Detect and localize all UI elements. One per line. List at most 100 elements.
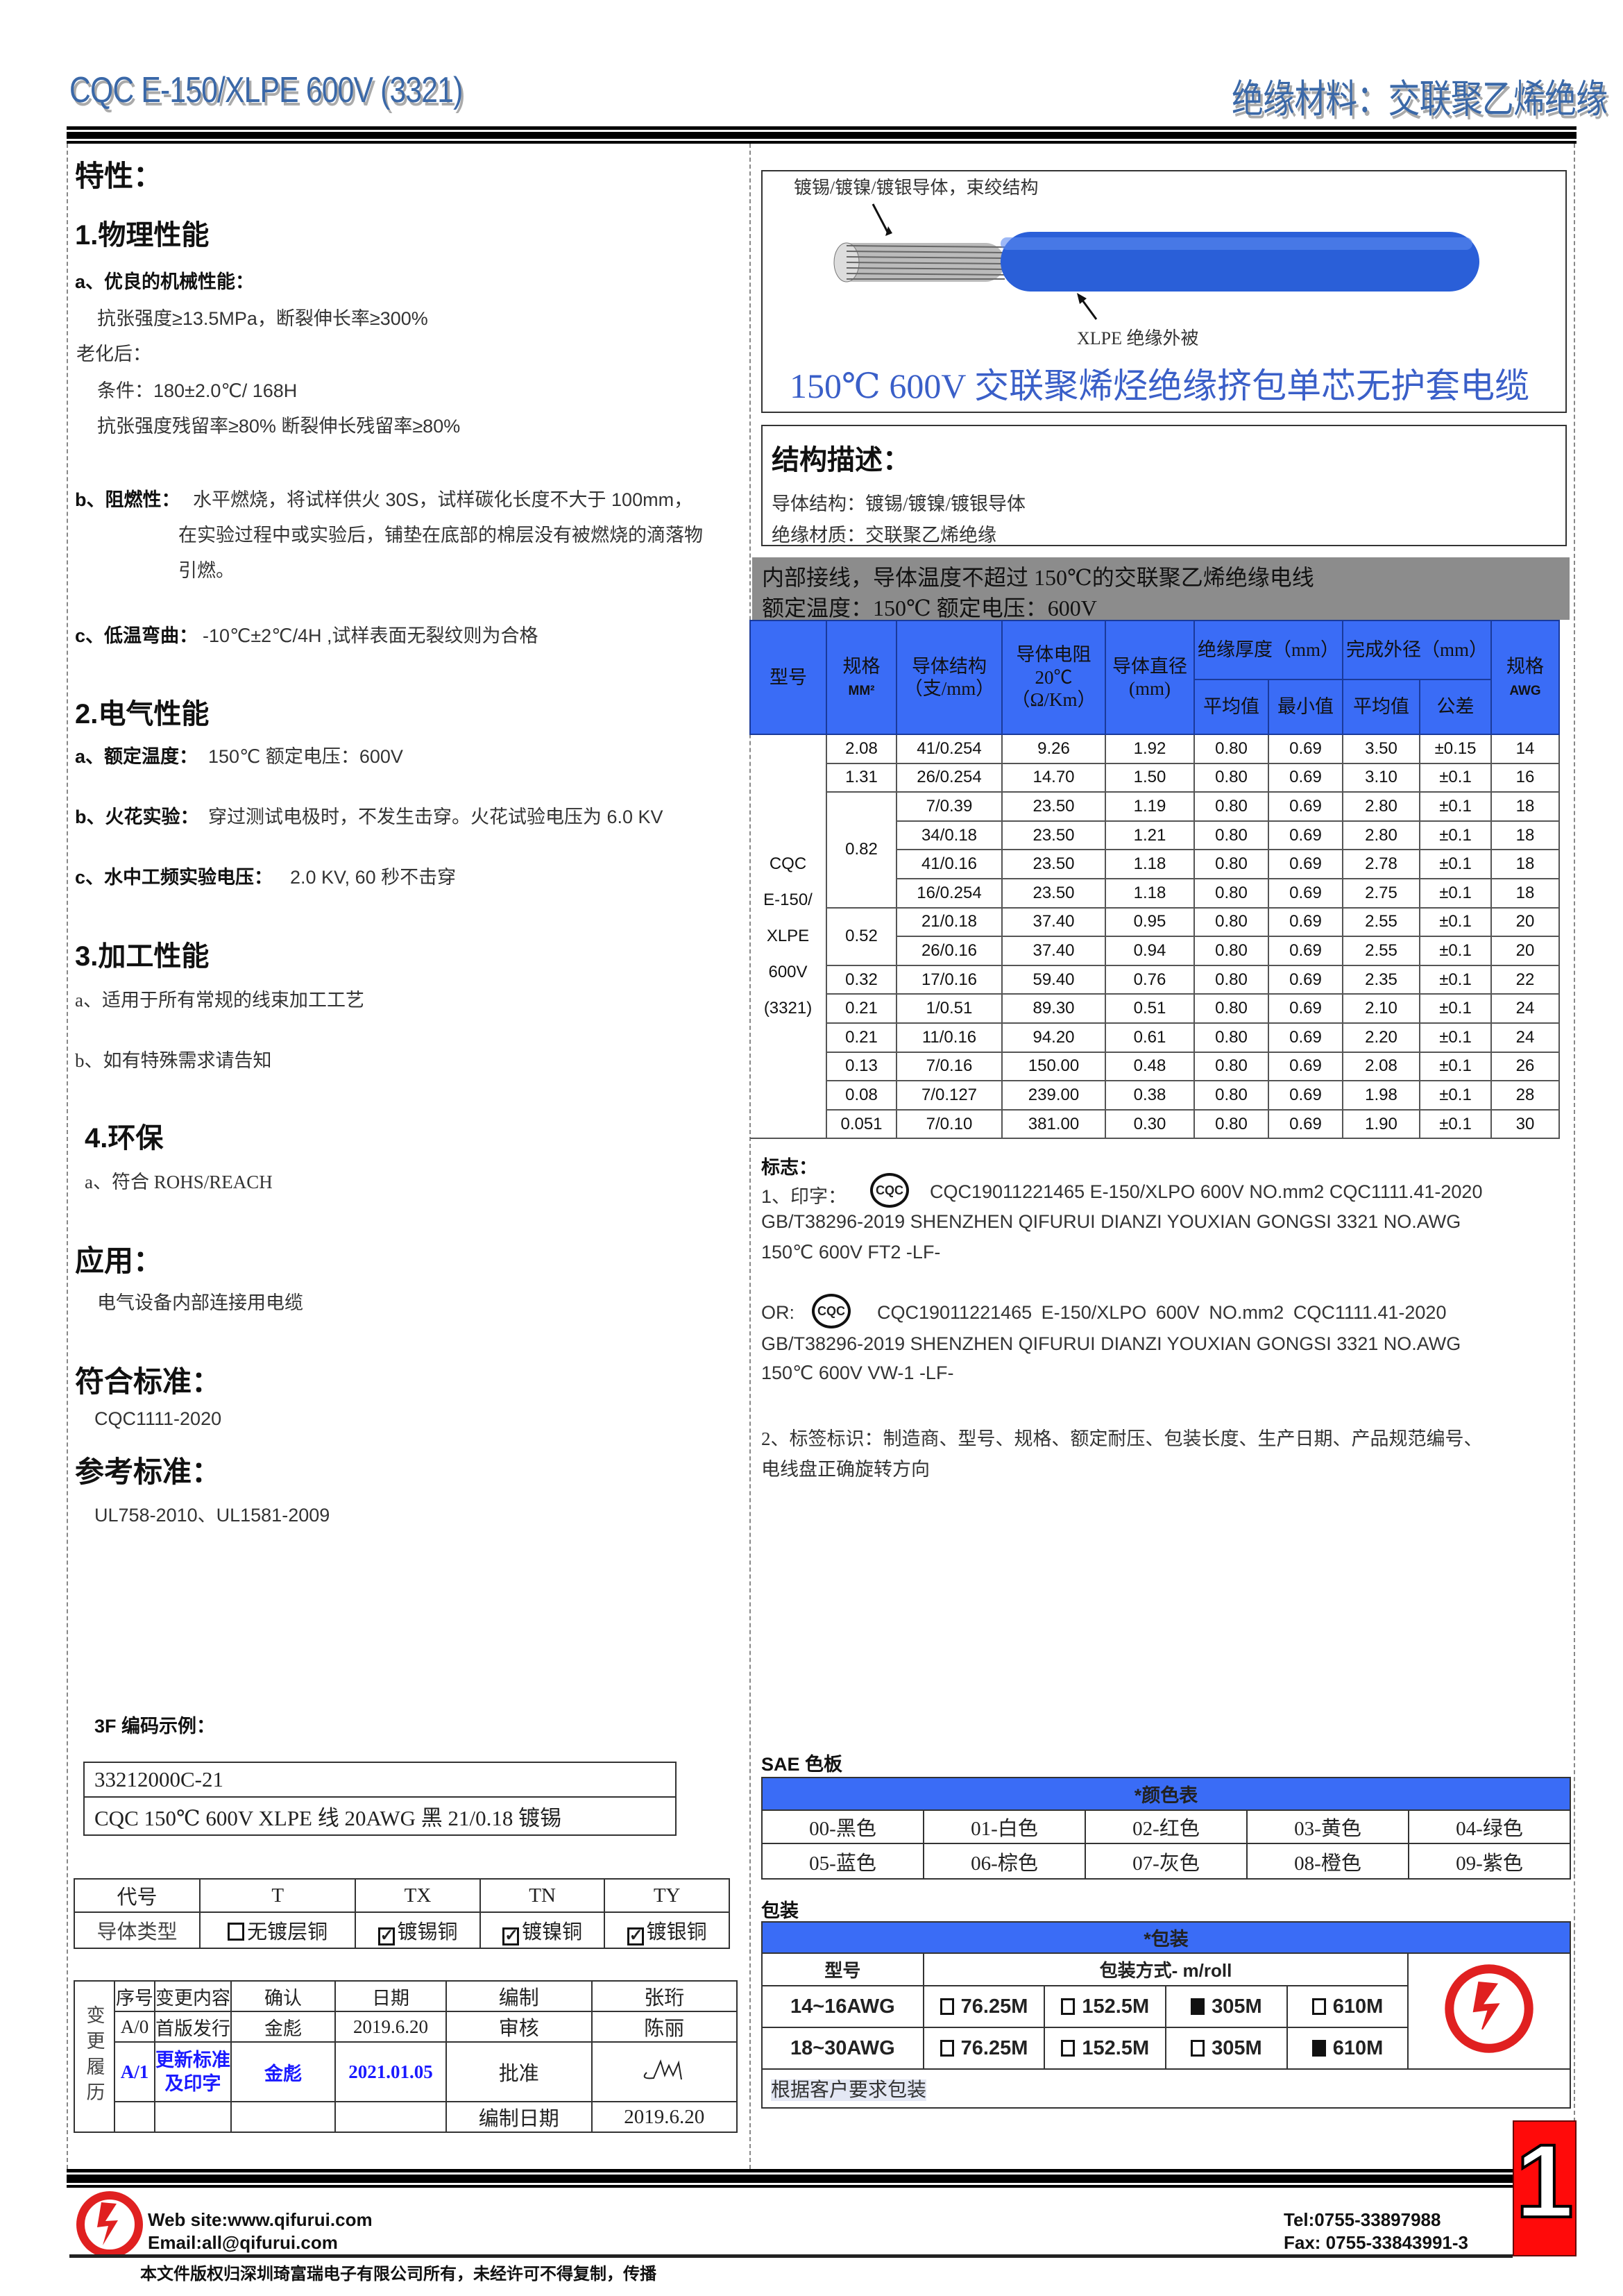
packing-option-label: 305M	[1212, 1995, 1262, 2018]
spec-cell: ±0.1	[1419, 1109, 1492, 1140]
spec-cell: ±0.1	[1419, 850, 1492, 879]
spec-cell: 0.80	[1193, 820, 1268, 851]
cold-label: c、低温弯曲：	[75, 625, 198, 646]
packing-option-label: 76.25M	[960, 2036, 1028, 2059]
spec-cell: 17/0.16	[896, 965, 1002, 995]
spec-row: 0.051 7/0.10 381.00 0.30 0.80 0.69 1.90 ±0.1 30	[750, 1109, 1561, 1140]
packing-note-cell: 根据客户要求包装	[761, 2068, 1571, 2109]
ref-text: UL758-2010、UL1581-2009	[94, 1505, 330, 1526]
packing-option[interactable]: 76.25M	[922, 2027, 1046, 2070]
th-ins-min: 最小值	[1267, 679, 1344, 735]
spec-cell: 41/0.254	[896, 734, 1002, 764]
spec-cell: 22	[1490, 965, 1561, 995]
conductor-type-1: ✓ 镀锡铜	[355, 1911, 481, 1949]
label-text-2: 电线盘正确旋转方向	[761, 1459, 930, 1480]
proc-title: 3.加工性能	[75, 941, 210, 972]
cold-text: -10℃±2℃/4H ,试样表面无裂纹则为合格	[203, 625, 538, 646]
spec-row: 0.52 21/0.18 37.40 0.95 0.80 0.69 2.55 ±0.1 20	[750, 907, 1561, 966]
packing-option[interactable]: 610M	[1286, 2027, 1409, 2070]
spec-cell: 7/0.16	[896, 1052, 1002, 1082]
footer-rule-thick	[67, 2175, 1513, 2183]
spec-cell: 0.69	[1267, 1052, 1343, 1082]
packing-col-model: 型号	[761, 1952, 924, 1986]
proc-b: b、如有特殊需求请告知	[75, 1050, 272, 1071]
history-row: 编制日期 2019.6.20	[74, 2101, 738, 2133]
conductor-type-label: 无镀层铜	[247, 1921, 328, 1943]
rated-label: a、额定温度：	[75, 746, 198, 767]
spec-cell: 2.55	[1342, 936, 1420, 966]
size-cell: 1.31	[826, 763, 897, 793]
footer-website[interactable]: Web site:www.qifurui.com	[148, 2209, 373, 2230]
model-line: CQC	[769, 854, 807, 874]
packing-option-label: 152.5M	[1082, 2036, 1150, 2059]
header-rule-thick	[67, 132, 1577, 139]
packing-option[interactable]: 610M	[1286, 1985, 1409, 2028]
spec-cell: 20	[1490, 907, 1561, 938]
packing-option-label: 610M	[1332, 2036, 1384, 2059]
spec-cell: 37.40	[1001, 907, 1105, 938]
size-cell: 0.32	[826, 965, 897, 995]
history-cell	[154, 2101, 232, 2133]
packing-option[interactable]: 152.5M	[1044, 2027, 1167, 2070]
marking-1-line-1: CQC19011221465 E-150/XLPO 600V NO.mm2 CQ…	[930, 1181, 1483, 1202]
packing-table: *包装 型号 包装方式- m/roll 14~16AWG 76.25M 152.5M…	[761, 1921, 1571, 2109]
packing-option[interactable]: 305M	[1165, 2027, 1288, 2070]
packing-title: 包装	[761, 1900, 799, 1921]
history-cell: A/0	[114, 2011, 155, 2043]
spec-table: 型号 规格 MM² 导体结构（支/mm） 导体电阻 20℃ （Ω/Km） 导体直径…	[749, 620, 1561, 1140]
spec-cell: 381.00	[1001, 1109, 1105, 1140]
color-item: 01-白色	[923, 1809, 1086, 1844]
header-rule	[67, 126, 1577, 130]
spec-cell: 18	[1490, 878, 1561, 909]
spec-cell: 0.69	[1267, 1081, 1343, 1111]
conductor-type-label: 导体类型	[73, 1911, 201, 1949]
column-divider	[749, 144, 751, 2169]
spec-row: 34/0.18 23.50 1.21 0.80 0.69 2.80 ±0.1 18	[750, 820, 1561, 851]
spec-cell: 0.69	[1267, 850, 1343, 879]
spec-cell: 1.98	[1342, 1081, 1420, 1111]
size-cell: 0.08	[826, 1081, 897, 1111]
spec-cell: 7/0.127	[896, 1081, 1002, 1111]
water-text: 2.0 KV, 60 秒不击穿	[290, 867, 457, 888]
packing-option[interactable]: 305M	[1165, 1985, 1288, 2028]
th-resistance: 导体电阻 20℃ （Ω/Km）	[1001, 620, 1106, 735]
physical-title: 1.物理性能	[75, 220, 210, 251]
unchecked-box-icon	[1061, 2039, 1076, 2057]
spec-cell: 0.69	[1267, 994, 1343, 1024]
spec-row: 41/0.16 23.50 1.18 0.80 0.69 2.78 ±0.1 18	[750, 850, 1561, 879]
spec-cell: ±0.1	[1419, 936, 1492, 966]
footer-logo-icon	[76, 2191, 143, 2258]
spec-cell: 0.80	[1193, 936, 1268, 966]
unchecked-box-icon	[1061, 1998, 1076, 2015]
spec-row: 0.82 7/0.39 23.50 1.19 0.80 0.69 2.80 ±0.1 18	[750, 792, 1561, 909]
conductor-type-0: 无镀层铜	[199, 1911, 357, 1949]
spec-cell: 0.69	[1267, 820, 1343, 851]
footer-email[interactable]: Email:all@qifurui.com	[148, 2232, 338, 2253]
history-cell: 2019.6.20	[334, 2011, 447, 2043]
page-number: 1	[1514, 2121, 1574, 2240]
spec-cell: 24	[1490, 1022, 1561, 1053]
packing-option[interactable]: 152.5M	[1044, 1985, 1167, 2028]
insulation-label: XLPE 绝缘外被	[1077, 328, 1199, 348]
spec-cell: 2.80	[1342, 820, 1420, 851]
ref-title: 参考标准：	[75, 1455, 221, 1488]
color-item: 02-红色	[1085, 1809, 1248, 1844]
doc-subtitle: 绝缘材料：交联聚乙烯绝缘	[1232, 77, 1608, 121]
spec-cell: 0.80	[1193, 792, 1268, 822]
color-item: 09-紫色	[1408, 1843, 1571, 1880]
color-table-header: *颜色表	[761, 1777, 1571, 1811]
approval-value: 陈丽	[590, 2011, 738, 2043]
th-od-avg: 平均值	[1342, 679, 1421, 735]
spec-cell: 14.70	[1001, 763, 1105, 793]
spec-cell: 7/0.10	[896, 1109, 1002, 1140]
spec-cell: 0.80	[1193, 850, 1268, 879]
history-cell: 变更内容	[154, 1980, 232, 2012]
spec-cell: 41/0.16	[896, 850, 1002, 879]
spec-cell: 18	[1490, 792, 1561, 822]
code-line-1: 33212000C-21	[83, 1762, 677, 1798]
spec-cell: 0.51	[1105, 994, 1194, 1024]
packing-col-method: 包装方式- m/roll	[922, 1952, 1409, 1986]
packing-option[interactable]: 76.25M	[922, 1985, 1046, 2028]
spec-cell: 37.40	[1001, 936, 1105, 966]
spec-cell: 14	[1490, 734, 1561, 764]
